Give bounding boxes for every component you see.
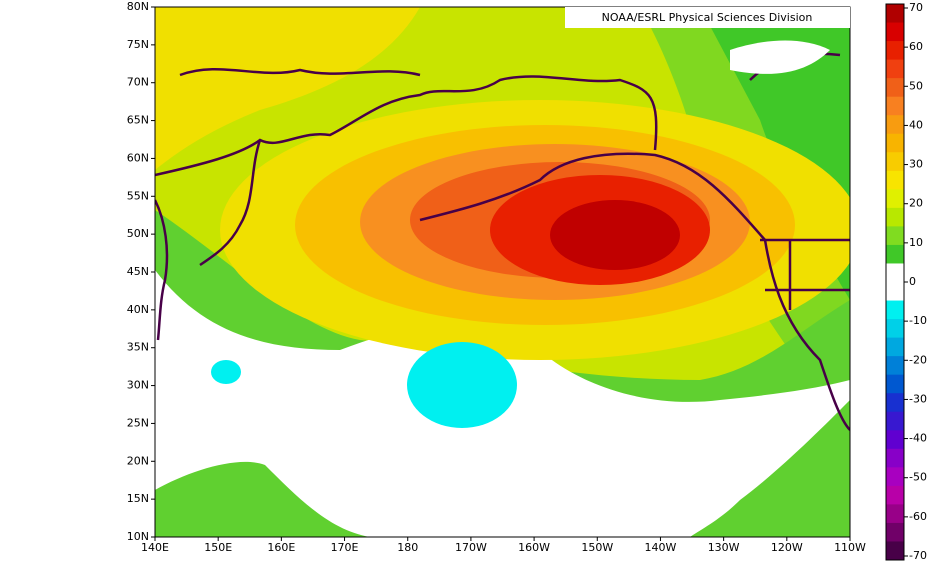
lon-label: 150W (581, 541, 613, 554)
lat-label: 75N (127, 38, 149, 51)
colorbar-label: 70 (909, 1, 923, 14)
lat-label: 70N (127, 76, 149, 89)
colorbar-label: -20 (909, 353, 927, 366)
lon-label: 180 (397, 541, 418, 554)
lat-label: 20N (127, 454, 149, 467)
color-swatch (886, 393, 904, 413)
color-swatch (886, 170, 904, 190)
colorbar-label: 50 (909, 79, 923, 92)
color-swatch (886, 207, 904, 227)
color-swatch (886, 356, 904, 376)
lat-label: 15N (127, 492, 149, 505)
colorbar-label: -50 (909, 471, 927, 484)
lat-label: 35N (127, 341, 149, 354)
lat-label: 30N (127, 379, 149, 392)
colorbar-label: -70 (909, 549, 927, 562)
color-swatch (886, 448, 904, 468)
color-swatch (886, 133, 904, 153)
lon-label: 160W (518, 541, 550, 554)
color-swatch (886, 96, 904, 116)
color-swatch (886, 337, 904, 357)
color-swatch (886, 430, 904, 450)
lon-label: 140E (141, 541, 169, 554)
axis-labels: 80N 75N 70N 65N 60N 55N 50N 45N 40N 35N 30N 25N 20N 1… (127, 0, 866, 554)
color-swatch (886, 78, 904, 98)
color-swatch (886, 22, 904, 42)
lon-label: 120W (771, 541, 803, 554)
color-swatch (886, 59, 904, 79)
colorbar-label: 60 (909, 40, 923, 53)
color-swatch (886, 282, 904, 302)
color-swatch (886, 115, 904, 135)
color-swatch (886, 41, 904, 61)
color-swatch (886, 541, 904, 561)
color-swatch (886, 374, 904, 394)
lon-label: 170E (331, 541, 359, 554)
lon-label: 170W (455, 541, 487, 554)
color-swatch (886, 467, 904, 487)
lat-label: 45N (127, 265, 149, 278)
color-swatch (886, 485, 904, 505)
colorbar-label: -40 (909, 432, 927, 445)
lat-label: 65N (127, 114, 149, 127)
lon-label: 150E (204, 541, 232, 554)
lon-label: 110W (834, 541, 866, 554)
lat-label: 80N (127, 0, 149, 13)
colorbar-label: 0 (909, 275, 916, 288)
colorbar-label: 10 (909, 236, 923, 249)
color-swatch (886, 4, 904, 24)
lat-label: 10N (127, 530, 149, 543)
lat-label: 60N (127, 151, 149, 164)
colorbar-label: 30 (909, 158, 923, 171)
color-swatch (886, 522, 904, 542)
lat-label: 25N (127, 416, 149, 429)
colorbar-label: -10 (909, 314, 927, 327)
colorbar-label: -60 (909, 510, 927, 523)
colorbar-label: 20 (909, 197, 923, 210)
color-swatch (886, 152, 904, 172)
lon-label: 160E (267, 541, 295, 554)
credit-box (565, 7, 850, 28)
color-swatch (886, 263, 904, 283)
credit: NOAA/ESRL Physical Sciences Division (602, 11, 813, 24)
color-swatch (886, 411, 904, 431)
colorbar-label: -30 (909, 392, 927, 405)
colorbar-label: 40 (909, 118, 923, 131)
lat-label: 40N (127, 303, 149, 316)
color-swatch (886, 226, 904, 246)
lat-label: 55N (127, 189, 149, 202)
color-swatch (886, 504, 904, 524)
colorbar: 70 60 50 40 30 20 10 0 -10 -20 -30 -40 -50 -60 -70 (885, 1, 927, 562)
lon-label: 140W (645, 541, 677, 554)
anomaly-field (155, 7, 850, 537)
color-swatch (886, 189, 904, 209)
lat-label: 50N (127, 227, 149, 240)
color-swatch (886, 319, 904, 339)
color-swatch (886, 300, 904, 320)
color-swatch (886, 244, 904, 264)
lon-label: 130W (708, 541, 740, 554)
